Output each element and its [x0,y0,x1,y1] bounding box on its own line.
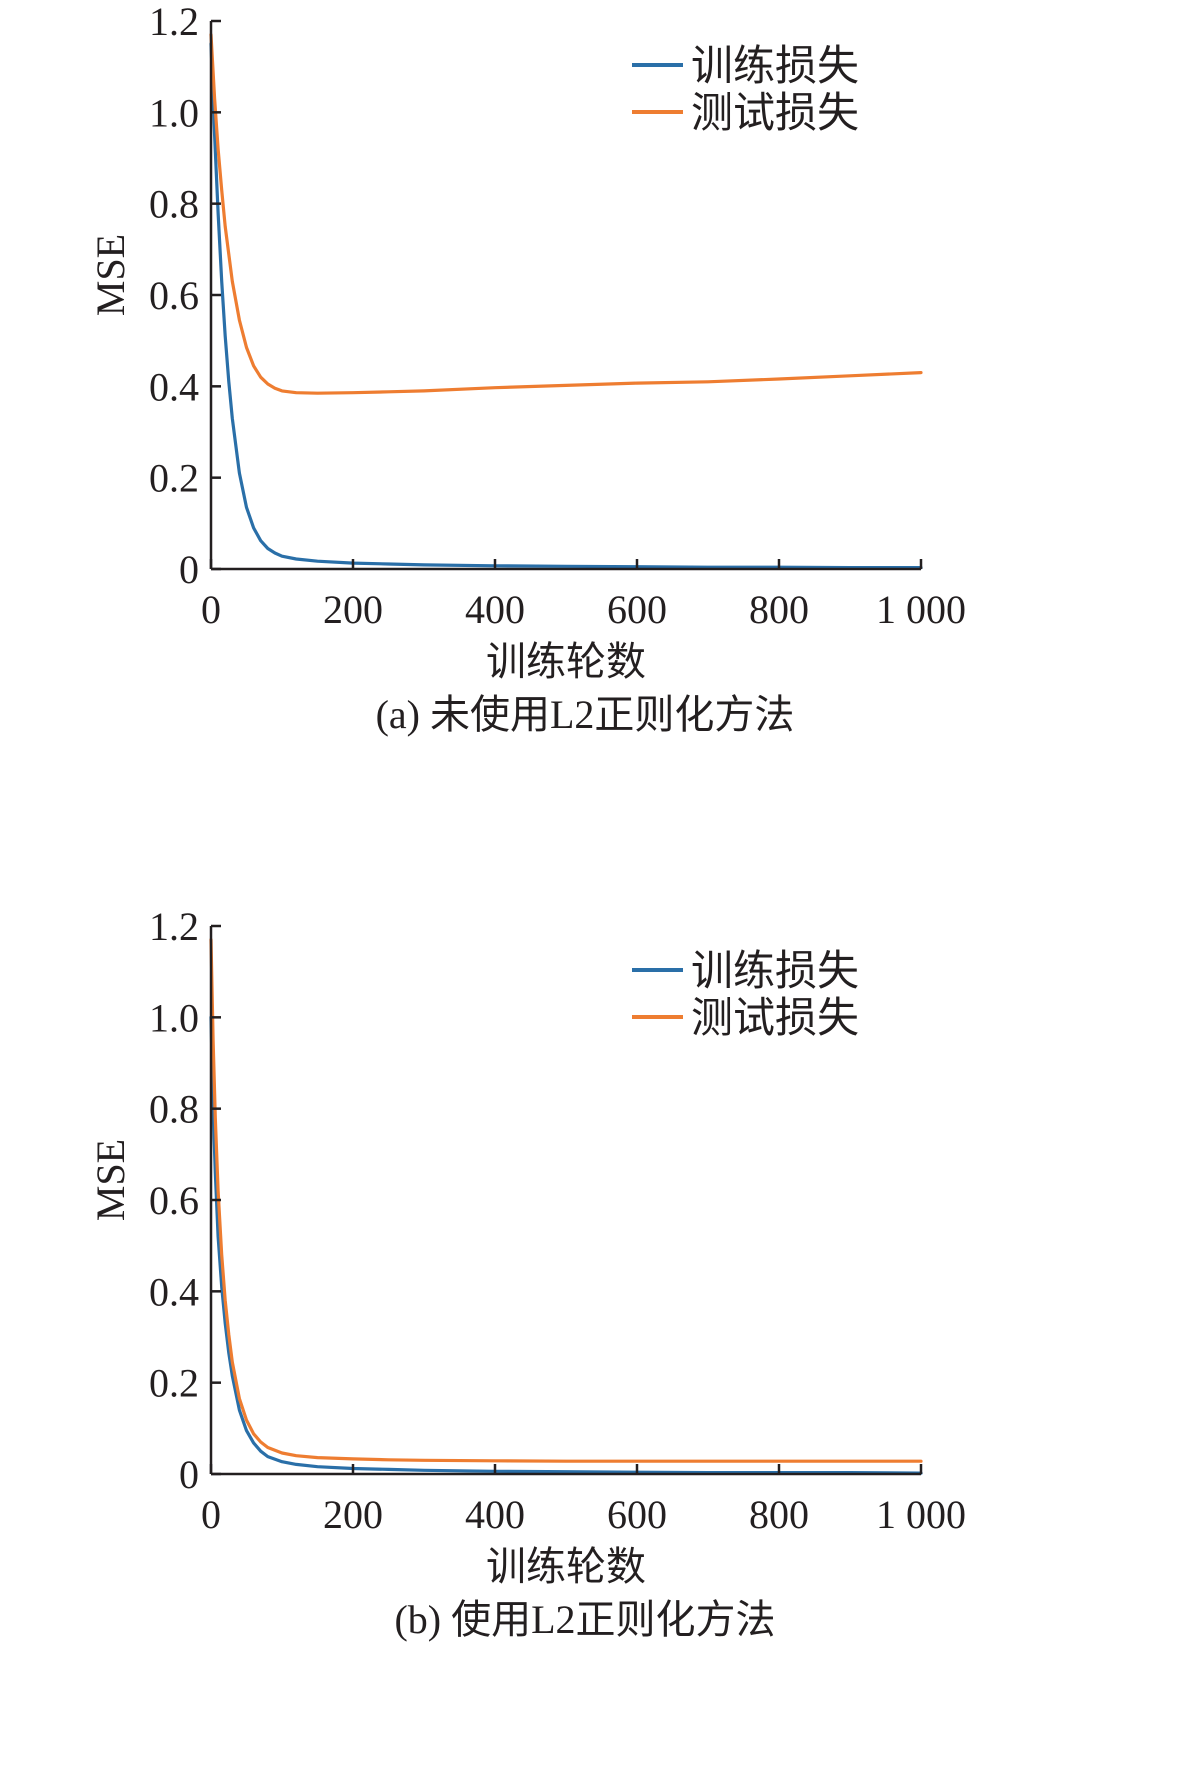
chart-b-x-tick-label: 400 [465,1492,525,1537]
chart-b-legend-label-test: 测试损失 [691,996,859,1042]
chart-b-legend-label-train: 训练损失 [691,948,859,995]
chart-a-series [209,33,923,570]
chart-a-labels: 0 0.2 0.4 0.6 0.8 1.0 1.2 0 200 400 600 800 1 000 训练轮… [88,0,966,737]
chart-a-y-tick-label: 1.2 [149,0,199,44]
chart-a-y-tick-label: 0.8 [149,182,199,227]
chart-b-y-tick-label: 1.0 [149,995,199,1040]
chart-b-x-tick-label: 0 [201,1492,221,1537]
chart-b: 训练损失 测试损失 0 0.2 0.4 0.6 0.8 1.0 1.2 0 200 400 600 80… [0,904,1181,1773]
chart-b-x-axis-title: 训练轮数 [486,1544,646,1589]
chart-a-x-tick-label: 1 000 [876,587,966,632]
chart-b-x-tick-label: 600 [607,1492,667,1537]
chart-a-legend-label-train: 训练损失 [691,43,859,90]
chart-a-y-tick-label: 0 [179,547,199,592]
chart-b-series-line-train [209,1015,923,1475]
chart-a-series-line-test [209,33,923,395]
chart-a-x-axis-title: 训练轮数 [486,639,646,684]
chart-b-y-tick-label: 0.6 [149,1178,199,1223]
chart-b-y-axis-title: MSE [88,1139,133,1221]
chart-a-y-tick-label: 0.4 [149,364,199,409]
chart-b-y-tick-label: 1.2 [149,904,199,949]
chart-b-labels: 0 0.2 0.4 0.6 0.8 1.0 1.2 0 200 400 600 800 1 000 训练轮… [88,904,966,1642]
chart-a-y-tick-label: 0.6 [149,273,199,318]
chart-a-y-tick-label: 0.2 [149,456,199,501]
chart-a-x-tick-label: 200 [323,587,383,632]
chart-b-y-tick-label: 0.8 [149,1087,199,1132]
chart-b-y-tick-label: 0 [179,1452,199,1497]
chart-a-x-tick-label: 400 [465,587,525,632]
chart-a: 训练损失 测试损失 0 0.2 0.4 0.6 0.8 1.0 1.2 0 200 400 600 80… [0,0,1181,868]
chart-b-x-tick-label: 1 000 [876,1492,966,1537]
chart-a-y-axis-title: MSE [88,234,133,316]
chart-b-caption: (b) 使用L2正则化方法 [394,1597,775,1642]
chart-b-series [209,938,923,1475]
chart-a-axes [209,19,923,571]
chart-b-y-tick-label: 0.2 [149,1361,199,1406]
chart-a-y-tick-label: 1.0 [149,90,199,135]
chart-b-axes [209,924,923,1476]
chart-b-series-line-test [209,938,923,1463]
chart-b-y-tick-label: 0.4 [149,1269,199,1314]
chart-b-x-tick-label: 200 [323,1492,383,1537]
chart-a-caption: (a) 未使用L2正则化方法 [376,692,795,737]
chart-b-x-tick-label: 800 [749,1492,809,1537]
chart-a-x-tick-label: 600 [607,587,667,632]
chart-a-x-tick-label: 800 [749,587,809,632]
chart-a-series-line-train [209,42,923,570]
chart-a-legend-label-test: 测试损失 [691,91,859,137]
chart-a-x-tick-label: 0 [201,587,221,632]
